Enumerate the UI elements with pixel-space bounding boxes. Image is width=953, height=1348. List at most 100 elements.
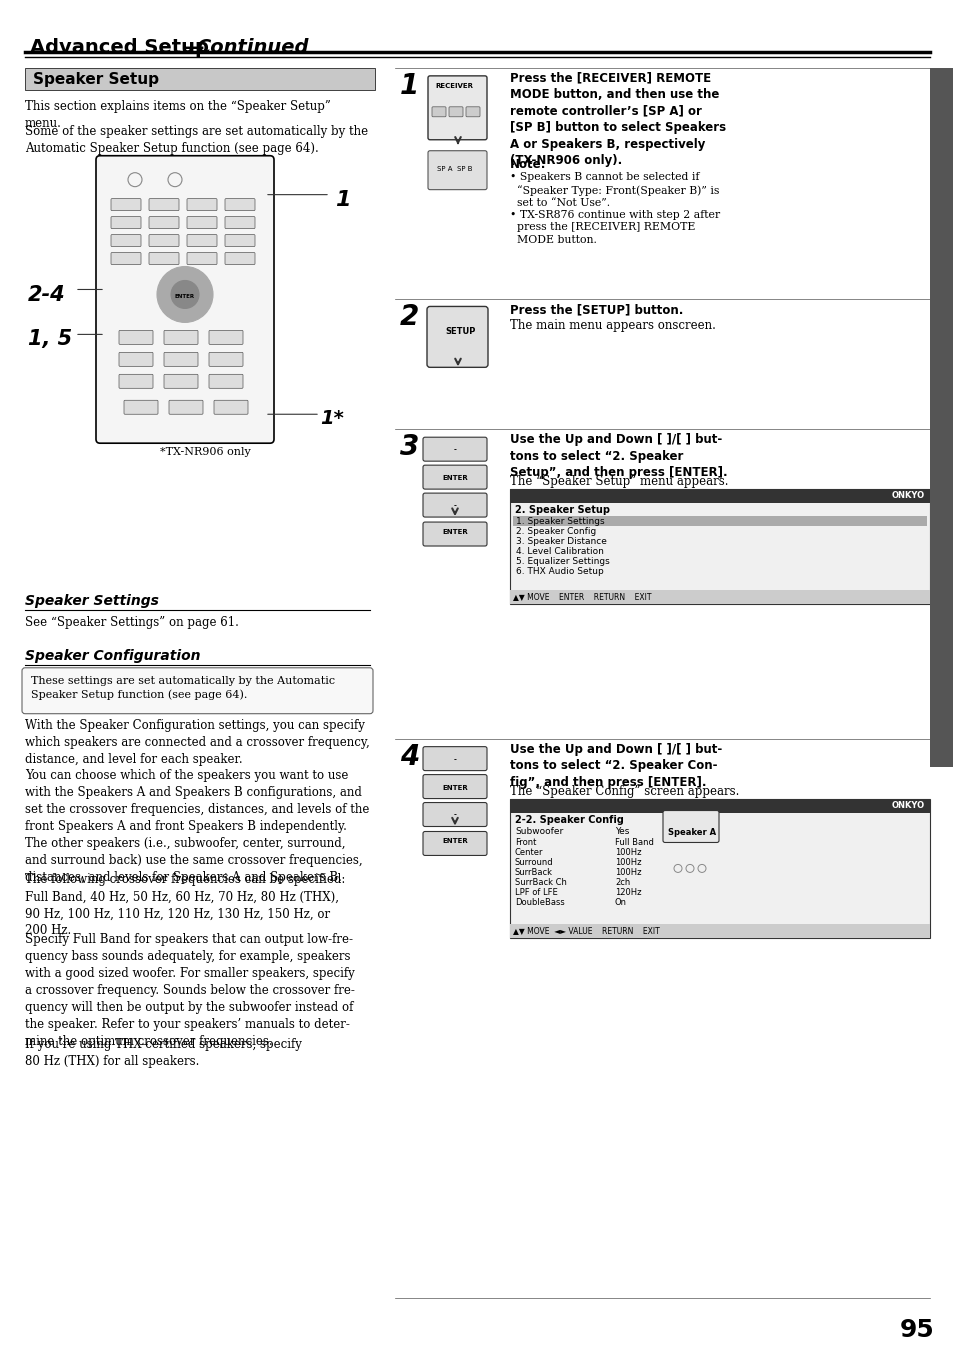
Text: Speaker Configuration: Speaker Configuration [25,648,200,663]
Text: ONKYO: ONKYO [891,801,924,810]
FancyBboxPatch shape [124,400,158,414]
Text: Use the Up and Down [ ]/[ ] but-
tons to select “2. Speaker
Setup”, and then pre: Use the Up and Down [ ]/[ ] but- tons to… [510,433,727,480]
FancyBboxPatch shape [422,747,486,771]
FancyBboxPatch shape [149,217,179,229]
Text: ▲▼ MOVE  ◄► VALUE    RETURN    EXIT: ▲▼ MOVE ◄► VALUE RETURN EXIT [513,926,659,936]
FancyBboxPatch shape [111,198,141,210]
FancyBboxPatch shape [422,775,486,798]
FancyBboxPatch shape [209,330,243,344]
FancyBboxPatch shape [465,106,479,117]
FancyBboxPatch shape [169,400,203,414]
Text: 120Hz: 120Hz [615,888,640,898]
FancyBboxPatch shape [111,217,141,229]
Bar [513,516,926,526]
FancyBboxPatch shape [209,352,243,367]
FancyBboxPatch shape [225,252,254,264]
Text: LPF of LFE: LPF of LFE [515,888,558,898]
Text: Center: Center [515,848,543,857]
Text: 6. THX Audio Setup: 6. THX Audio Setup [516,568,603,576]
Bar [510,489,929,503]
Text: 1*: 1* [319,410,343,429]
FancyBboxPatch shape [225,198,254,210]
Text: SurrBack Ch: SurrBack Ch [515,879,566,887]
Text: 1. Speaker Settings: 1. Speaker Settings [516,518,604,526]
Text: 100Hz: 100Hz [615,859,640,868]
Bar [510,590,929,604]
Text: Advanced Setup: Advanced Setup [30,38,209,57]
Bar [510,925,929,938]
Circle shape [171,280,199,309]
FancyBboxPatch shape [119,375,152,388]
FancyBboxPatch shape [225,217,254,229]
FancyBboxPatch shape [422,437,486,461]
Text: The main menu appears onscreen.: The main menu appears onscreen. [510,319,715,333]
FancyBboxPatch shape [422,522,486,546]
Text: The “Speaker Config” screen appears.: The “Speaker Config” screen appears. [510,785,739,798]
FancyBboxPatch shape [149,252,179,264]
FancyBboxPatch shape [111,235,141,247]
Text: Full Band: Full Band [615,838,653,848]
Text: You can choose which of the speakers you want to use
with the Speakers A and Spe: You can choose which of the speakers you… [25,768,369,883]
Bar [25,67,375,90]
FancyBboxPatch shape [422,832,486,856]
FancyBboxPatch shape [96,156,274,443]
FancyBboxPatch shape [22,667,373,713]
Bar [929,67,953,767]
Text: 2-4: 2-4 [28,286,66,306]
FancyBboxPatch shape [213,400,248,414]
FancyBboxPatch shape [510,489,929,604]
Text: Press the [SETUP] button.: Press the [SETUP] button. [510,303,682,317]
Text: ENTER: ENTER [441,838,467,844]
Text: 5. Equalizer Settings: 5. Equalizer Settings [516,557,609,566]
Text: *TX-NR906 only: *TX-NR906 only [160,448,251,457]
Text: Speaker A: Speaker A [667,829,716,837]
Text: Specify Full Band for speakers that can output low-fre-
quency bass sounds adequ: Specify Full Band for speakers that can … [25,933,355,1049]
FancyBboxPatch shape [187,252,216,264]
FancyBboxPatch shape [149,235,179,247]
FancyBboxPatch shape [187,235,216,247]
FancyBboxPatch shape [119,330,152,344]
Circle shape [157,267,213,322]
FancyBboxPatch shape [428,151,486,190]
Text: ENTER: ENTER [441,785,467,790]
Text: SETUP: SETUP [444,328,475,337]
FancyBboxPatch shape [422,493,486,518]
Text: Subwoofer: Subwoofer [515,826,562,836]
Text: ENTER: ENTER [174,294,194,299]
Text: 2. Speaker Setup: 2. Speaker Setup [515,506,609,515]
FancyBboxPatch shape [510,798,929,938]
Text: 2ch: 2ch [615,879,630,887]
FancyBboxPatch shape [164,352,198,367]
Text: The following crossover frequencies can be specified:
Full Band, 40 Hz, 50 Hz, 6: The following crossover frequencies can … [25,874,345,937]
Text: Use the Up and Down [ ]/[ ] but-
tons to select “2. Speaker Con-
fig”, and then : Use the Up and Down [ ]/[ ] but- tons to… [510,743,721,789]
Text: 3. Speaker Distance: 3. Speaker Distance [516,537,606,546]
Text: Speaker Settings: Speaker Settings [25,594,159,608]
Text: 2. Speaker Config: 2. Speaker Config [516,527,596,537]
Text: The “Speaker Setup” menu appears.: The “Speaker Setup” menu appears. [510,474,728,488]
Text: • Speakers B cannot be selected if
  “Speaker Type: Front(Speaker B)” is
  set t: • Speakers B cannot be selected if “Spea… [510,171,719,209]
Text: 1: 1 [399,71,418,100]
Text: DoubleBass: DoubleBass [515,898,564,907]
Text: -: - [453,503,456,510]
FancyBboxPatch shape [119,352,152,367]
Text: 2: 2 [399,303,418,332]
Text: ENTER: ENTER [441,474,467,481]
Text: 4: 4 [399,743,418,771]
Text: On: On [615,898,626,907]
Text: These settings are set automatically by the Automatic
Speaker Setup function (se: These settings are set automatically by … [30,675,335,700]
Text: 1, 5: 1, 5 [28,329,72,349]
Text: This section explains items on the “Speaker Setup”
menu.: This section explains items on the “Spea… [25,100,331,129]
Text: SurrBack: SurrBack [515,868,553,878]
Text: Continued: Continued [195,38,308,57]
FancyBboxPatch shape [111,252,141,264]
Text: 100Hz: 100Hz [615,848,640,857]
Bar [510,798,929,813]
Text: With the Speaker Configuration settings, you can specify
which speakers are conn: With the Speaker Configuration settings,… [25,718,370,766]
Text: 1: 1 [335,190,350,210]
Text: ONKYO: ONKYO [891,491,924,500]
Text: Speaker Setup: Speaker Setup [33,71,159,86]
FancyBboxPatch shape [164,375,198,388]
Text: RECEIVER: RECEIVER [435,82,473,89]
Text: -: - [453,756,456,763]
Text: ▲▼ MOVE    ENTER    RETURN    EXIT: ▲▼ MOVE ENTER RETURN EXIT [513,592,651,601]
